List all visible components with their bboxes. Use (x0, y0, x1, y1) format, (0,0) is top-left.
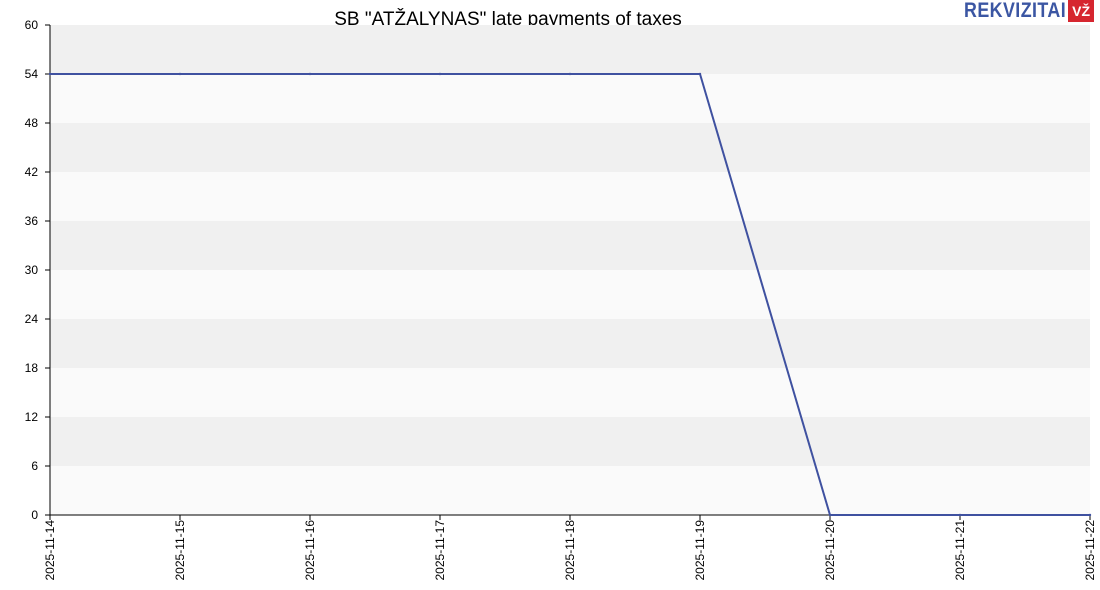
y-tick-label: 60 (25, 18, 39, 32)
y-tick-label: 0 (31, 508, 38, 522)
x-tick-label: 2025-11-15 (173, 520, 187, 581)
data-point (1088, 513, 1092, 517)
y-tick-label: 54 (25, 67, 39, 81)
grid-band (50, 466, 1090, 515)
x-tick-label: 2025-11-14 (43, 520, 57, 581)
grid-band (50, 221, 1090, 270)
grid-band (50, 417, 1090, 466)
y-axis: 0 6 12 18 24 30 36 42 48 54 60 (25, 18, 51, 522)
data-point (568, 72, 572, 76)
grid-bands (50, 25, 1090, 515)
y-tick-label: 24 (25, 312, 39, 326)
x-tick-label: 2025-11-18 (563, 520, 577, 581)
y-tick-label: 6 (31, 459, 38, 473)
data-point (828, 513, 832, 517)
y-tick-label: 18 (25, 361, 39, 375)
grid-band (50, 319, 1090, 368)
y-tick-label: 12 (25, 410, 39, 424)
grid-band (50, 270, 1090, 319)
y-tick-label: 48 (25, 116, 39, 130)
grid-band (50, 123, 1090, 172)
data-point (698, 72, 702, 76)
data-point (178, 72, 182, 76)
x-tick-label: 2025-11-21 (953, 520, 967, 581)
data-point (438, 72, 442, 76)
y-tick-label: 42 (25, 165, 39, 179)
grid-band (50, 368, 1090, 417)
rekvizitai-logo[interactable]: REKVIZITAI VŽ (946, 0, 1094, 22)
x-tick-label: 2025-11-20 (823, 520, 837, 581)
y-tick-label: 30 (25, 263, 39, 277)
logo-badge: VŽ (1068, 0, 1094, 22)
x-tick-label: 2025-11-16 (303, 520, 317, 581)
chart-title: SB "ATŽALYNAS" late payments of taxes (334, 9, 682, 30)
x-axis: 2025-11-14 2025-11-15 2025-11-16 2025-11-17… (43, 514, 1097, 581)
x-tick-label: 2025-11-22 (1083, 520, 1097, 581)
x-tick-label: 2025-11-19 (693, 520, 707, 581)
series-group (48, 72, 1092, 517)
data-point (958, 513, 962, 517)
data-point (48, 72, 52, 76)
grid-band (50, 74, 1090, 123)
data-point (308, 72, 312, 76)
y-tick-label: 36 (25, 214, 39, 228)
x-tick-label: 2025-11-17 (433, 520, 447, 581)
grid-band (50, 172, 1090, 221)
logo-text: REKVIZITAI (964, 0, 1067, 22)
grid-band (50, 25, 1090, 74)
